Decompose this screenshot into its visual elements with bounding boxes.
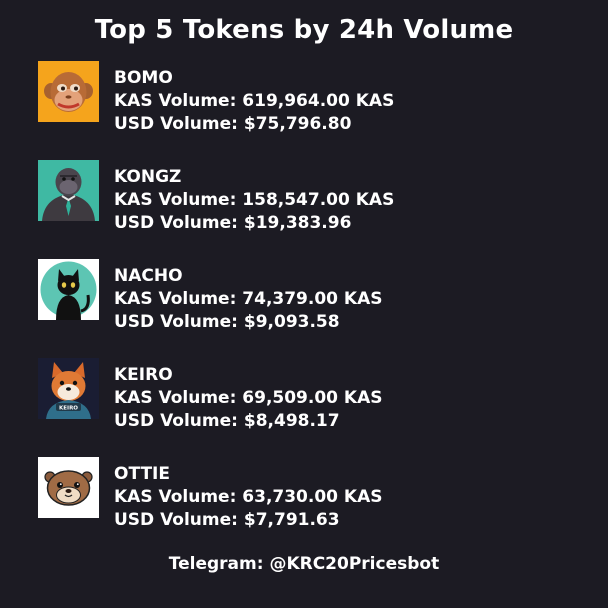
shiba-dog-icon: KEIRO — [38, 358, 99, 419]
token-row-ottie: OTTIE KAS Volume: 63,730.00 KAS USD Volu… — [38, 457, 578, 530]
token-kas-volume: KAS Volume: 619,964.00 KAS — [114, 91, 395, 111]
token-logo-bomo — [38, 61, 99, 122]
token-row-bomo: BOMO KAS Volume: 619,964.00 KAS USD Volu… — [38, 61, 578, 134]
token-info-bomo: BOMO KAS Volume: 619,964.00 KAS USD Volu… — [114, 67, 394, 136]
token-name: OTTIE — [114, 464, 170, 484]
token-usd-volume: USD Volume: $7,791.63 — [114, 510, 340, 530]
token-info-keiro: KEIRO KAS Volume: 69,509.00 KAS USD Volu… — [114, 364, 383, 433]
token-row-kongz: KONGZ KAS Volume: 158,547.00 KAS USD Vol… — [38, 160, 578, 233]
token-name: KEIRO — [114, 365, 173, 385]
token-name: KONGZ — [114, 167, 182, 187]
token-name: NACHO — [114, 266, 183, 286]
token-kas-volume: KAS Volume: 158,547.00 KAS — [114, 190, 395, 210]
token-usd-volume: USD Volume: $9,093.58 — [114, 312, 340, 332]
token-row-nacho: NACHO KAS Volume: 74,379.00 KAS USD Volu… — [38, 259, 578, 332]
token-kas-volume: KAS Volume: 69,509.00 KAS — [114, 388, 383, 408]
monkey-face-icon — [38, 61, 99, 122]
token-name: BOMO — [114, 68, 173, 88]
token-info-nacho: NACHO KAS Volume: 74,379.00 KAS USD Volu… — [114, 265, 383, 334]
otter-face-icon — [38, 457, 99, 518]
telegram-footer: Telegram: @KRC20Pricesbot — [168, 554, 440, 574]
gorilla-icon — [38, 160, 99, 221]
token-logo-nacho — [38, 259, 99, 320]
black-cat-icon — [38, 259, 99, 320]
token-logo-kongz — [38, 160, 99, 221]
keiro-badge-text: KEIRO — [59, 406, 78, 412]
token-info-ottie: OTTIE KAS Volume: 63,730.00 KAS USD Volu… — [114, 463, 383, 532]
token-usd-volume: USD Volume: $8,498.17 — [114, 411, 340, 431]
token-kas-volume: KAS Volume: 63,730.00 KAS — [114, 487, 383, 507]
token-kas-volume: KAS Volume: 74,379.00 KAS — [114, 289, 383, 309]
token-row-keiro: KEIRO KEIRO KAS Volume: 69,509.00 KAS US… — [38, 358, 578, 431]
token-usd-volume: USD Volume: $19,383.96 — [114, 213, 352, 233]
token-usd-volume: USD Volume: $75,796.80 — [114, 114, 352, 134]
token-logo-ottie — [38, 457, 99, 518]
token-info-kongz: KONGZ KAS Volume: 158,547.00 KAS USD Vol… — [114, 166, 394, 235]
token-logo-keiro: KEIRO — [38, 358, 99, 419]
page-title: Top 5 Tokens by 24h Volume — [94, 15, 514, 45]
